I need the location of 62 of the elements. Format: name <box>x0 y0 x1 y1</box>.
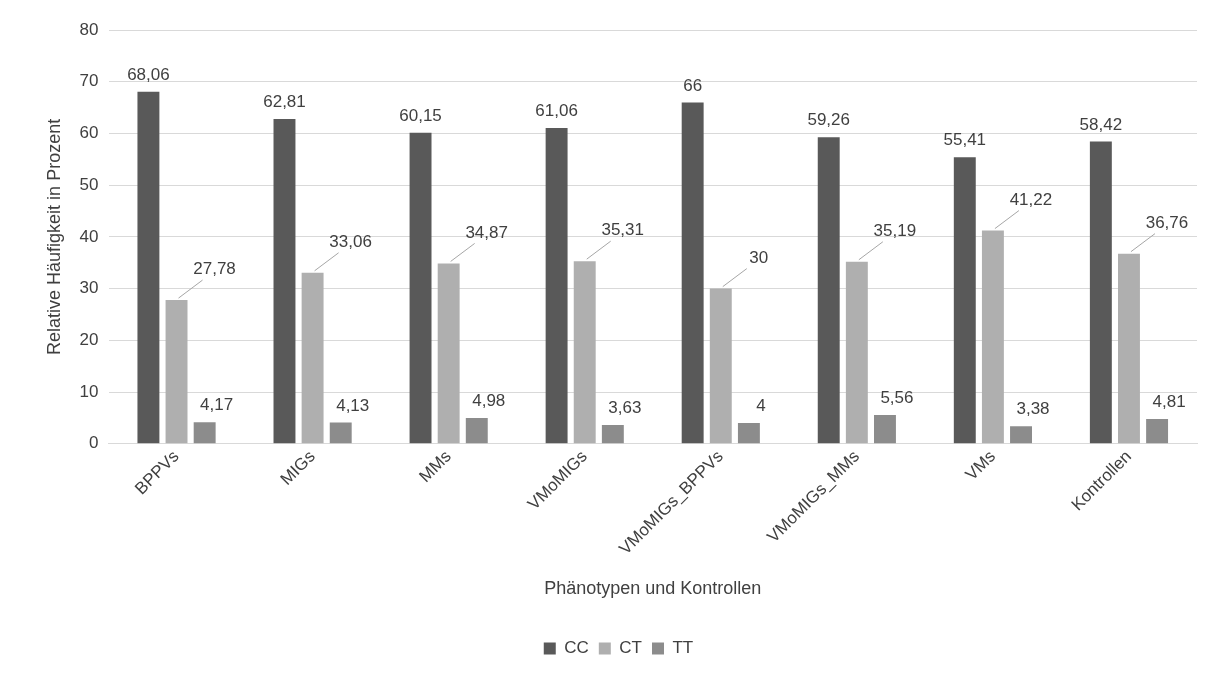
data-label: 3,63 <box>608 398 642 418</box>
bar <box>273 118 296 444</box>
x-axis-title: Phänotypen und Kontrollen <box>544 578 762 599</box>
data-label: 4,17 <box>200 395 234 415</box>
data-label: 33,06 <box>329 231 372 251</box>
bar <box>1118 253 1140 444</box>
data-label: 55,41 <box>943 130 987 150</box>
y-tick-label: 0 <box>89 433 99 453</box>
data-label: 60,15 <box>399 105 442 125</box>
bar <box>874 415 896 444</box>
legend-label: CT <box>619 638 642 658</box>
data-label: 5,56 <box>880 388 914 408</box>
y-tick-label: 10 <box>79 381 99 401</box>
bar <box>817 137 840 444</box>
bar <box>329 422 352 444</box>
bar <box>137 91 160 444</box>
bar <box>301 272 324 444</box>
data-label: 4 <box>756 396 766 416</box>
y-tick-label: 50 <box>79 174 99 194</box>
bar <box>409 132 432 444</box>
bar <box>545 127 568 444</box>
y-tick-label: 30 <box>79 278 99 298</box>
data-label: 35,31 <box>601 220 644 240</box>
bar <box>981 230 1004 444</box>
bar <box>165 300 188 444</box>
bar <box>601 425 624 444</box>
x-tick-label: VMs <box>961 446 1000 485</box>
data-label: 3,38 <box>1016 399 1050 419</box>
data-label: 30 <box>749 247 769 267</box>
bar <box>845 261 868 444</box>
y-tick-label: 20 <box>79 330 99 350</box>
data-label: 36,76 <box>1145 212 1189 232</box>
data-label: 4,98 <box>472 391 506 411</box>
data-label: 66 <box>683 75 703 95</box>
bar <box>573 261 596 444</box>
bar <box>193 422 216 444</box>
bar <box>1010 426 1032 444</box>
data-label: 68,06 <box>127 64 170 84</box>
bar <box>1146 418 1169 444</box>
data-label: 34,87 <box>465 222 508 242</box>
y-tick-label: 70 <box>79 71 99 91</box>
bar <box>681 102 704 444</box>
y-axis-title: Relative Häufigkeit in Prozent <box>43 118 64 355</box>
y-tick-label: 40 <box>79 226 99 246</box>
data-label: 41,22 <box>1009 189 1053 209</box>
y-tick-label: 80 <box>79 19 99 39</box>
bar <box>953 157 976 444</box>
data-label: 27,78 <box>193 259 236 279</box>
bar <box>465 418 488 444</box>
data-label: 35,19 <box>873 220 917 240</box>
bar <box>1089 141 1112 444</box>
data-label: 59,26 <box>807 110 850 130</box>
legend-label: CC <box>564 638 589 658</box>
data-label: 58,42 <box>1079 114 1123 134</box>
bar <box>737 423 760 444</box>
data-label: 4,13 <box>336 395 370 415</box>
legend-label: TT <box>672 638 694 658</box>
data-label: 4,81 <box>1152 392 1186 412</box>
y-tick-label: 60 <box>79 123 99 143</box>
bar <box>709 288 732 444</box>
data-label: 61,06 <box>535 101 578 121</box>
data-label: 62,81 <box>263 92 306 112</box>
